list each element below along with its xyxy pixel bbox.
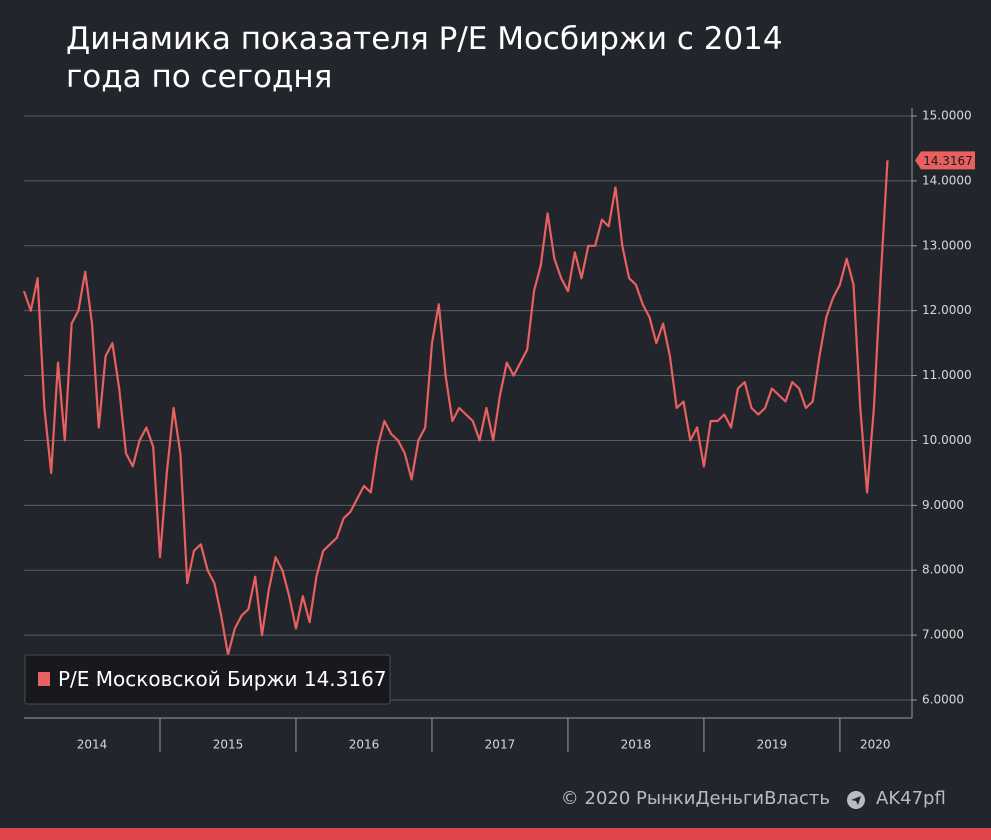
legend-text: P/E Московской Биржи 14.3167 (58, 667, 387, 691)
y-tick-label: 6.0000 (922, 693, 964, 707)
x-tick-label: 2014 (77, 738, 108, 752)
x-tick-label: 2015 (213, 738, 244, 752)
y-tick-label: 7.0000 (922, 628, 964, 642)
y-tick-label: 15.0000 (922, 109, 972, 123)
handle: AK47pfl (876, 788, 946, 809)
y-tick-label: 10.0000 (922, 433, 972, 447)
legend-swatch (38, 672, 50, 686)
x-tick-label: 2018 (621, 738, 652, 752)
chart-title: Динамика показателя P/E Мосбиржи с 2014 … (66, 21, 783, 95)
y-tick-label: 9.0000 (922, 498, 964, 512)
data-line (22, 160, 889, 656)
legend-box (24, 654, 391, 705)
x-tick-label: 2020 (860, 738, 891, 752)
y-tick-label: 8.0000 (922, 563, 964, 577)
legend-name: P/E Московской Биржи (58, 667, 297, 691)
y-tick-label: 14.0000 (922, 173, 972, 187)
bottom-bar (0, 828, 991, 840)
telegram-plane (851, 796, 861, 805)
x-tick-label: 2017 (485, 738, 516, 752)
last-value-tag (915, 151, 975, 170)
x-tick-label: 2019 (757, 738, 788, 752)
y-tick-label: 13.0000 (922, 238, 972, 252)
last-value-label: 14.3167 (923, 154, 973, 168)
copyright: © 2020 РынкиДеньгиВласть (561, 788, 830, 809)
y-tick-label: 11.0000 (922, 368, 972, 382)
y-tick-label: 12.0000 (922, 303, 972, 317)
legend-value: 14.3167 (304, 667, 387, 691)
x-tick-label: 2016 (349, 738, 380, 752)
